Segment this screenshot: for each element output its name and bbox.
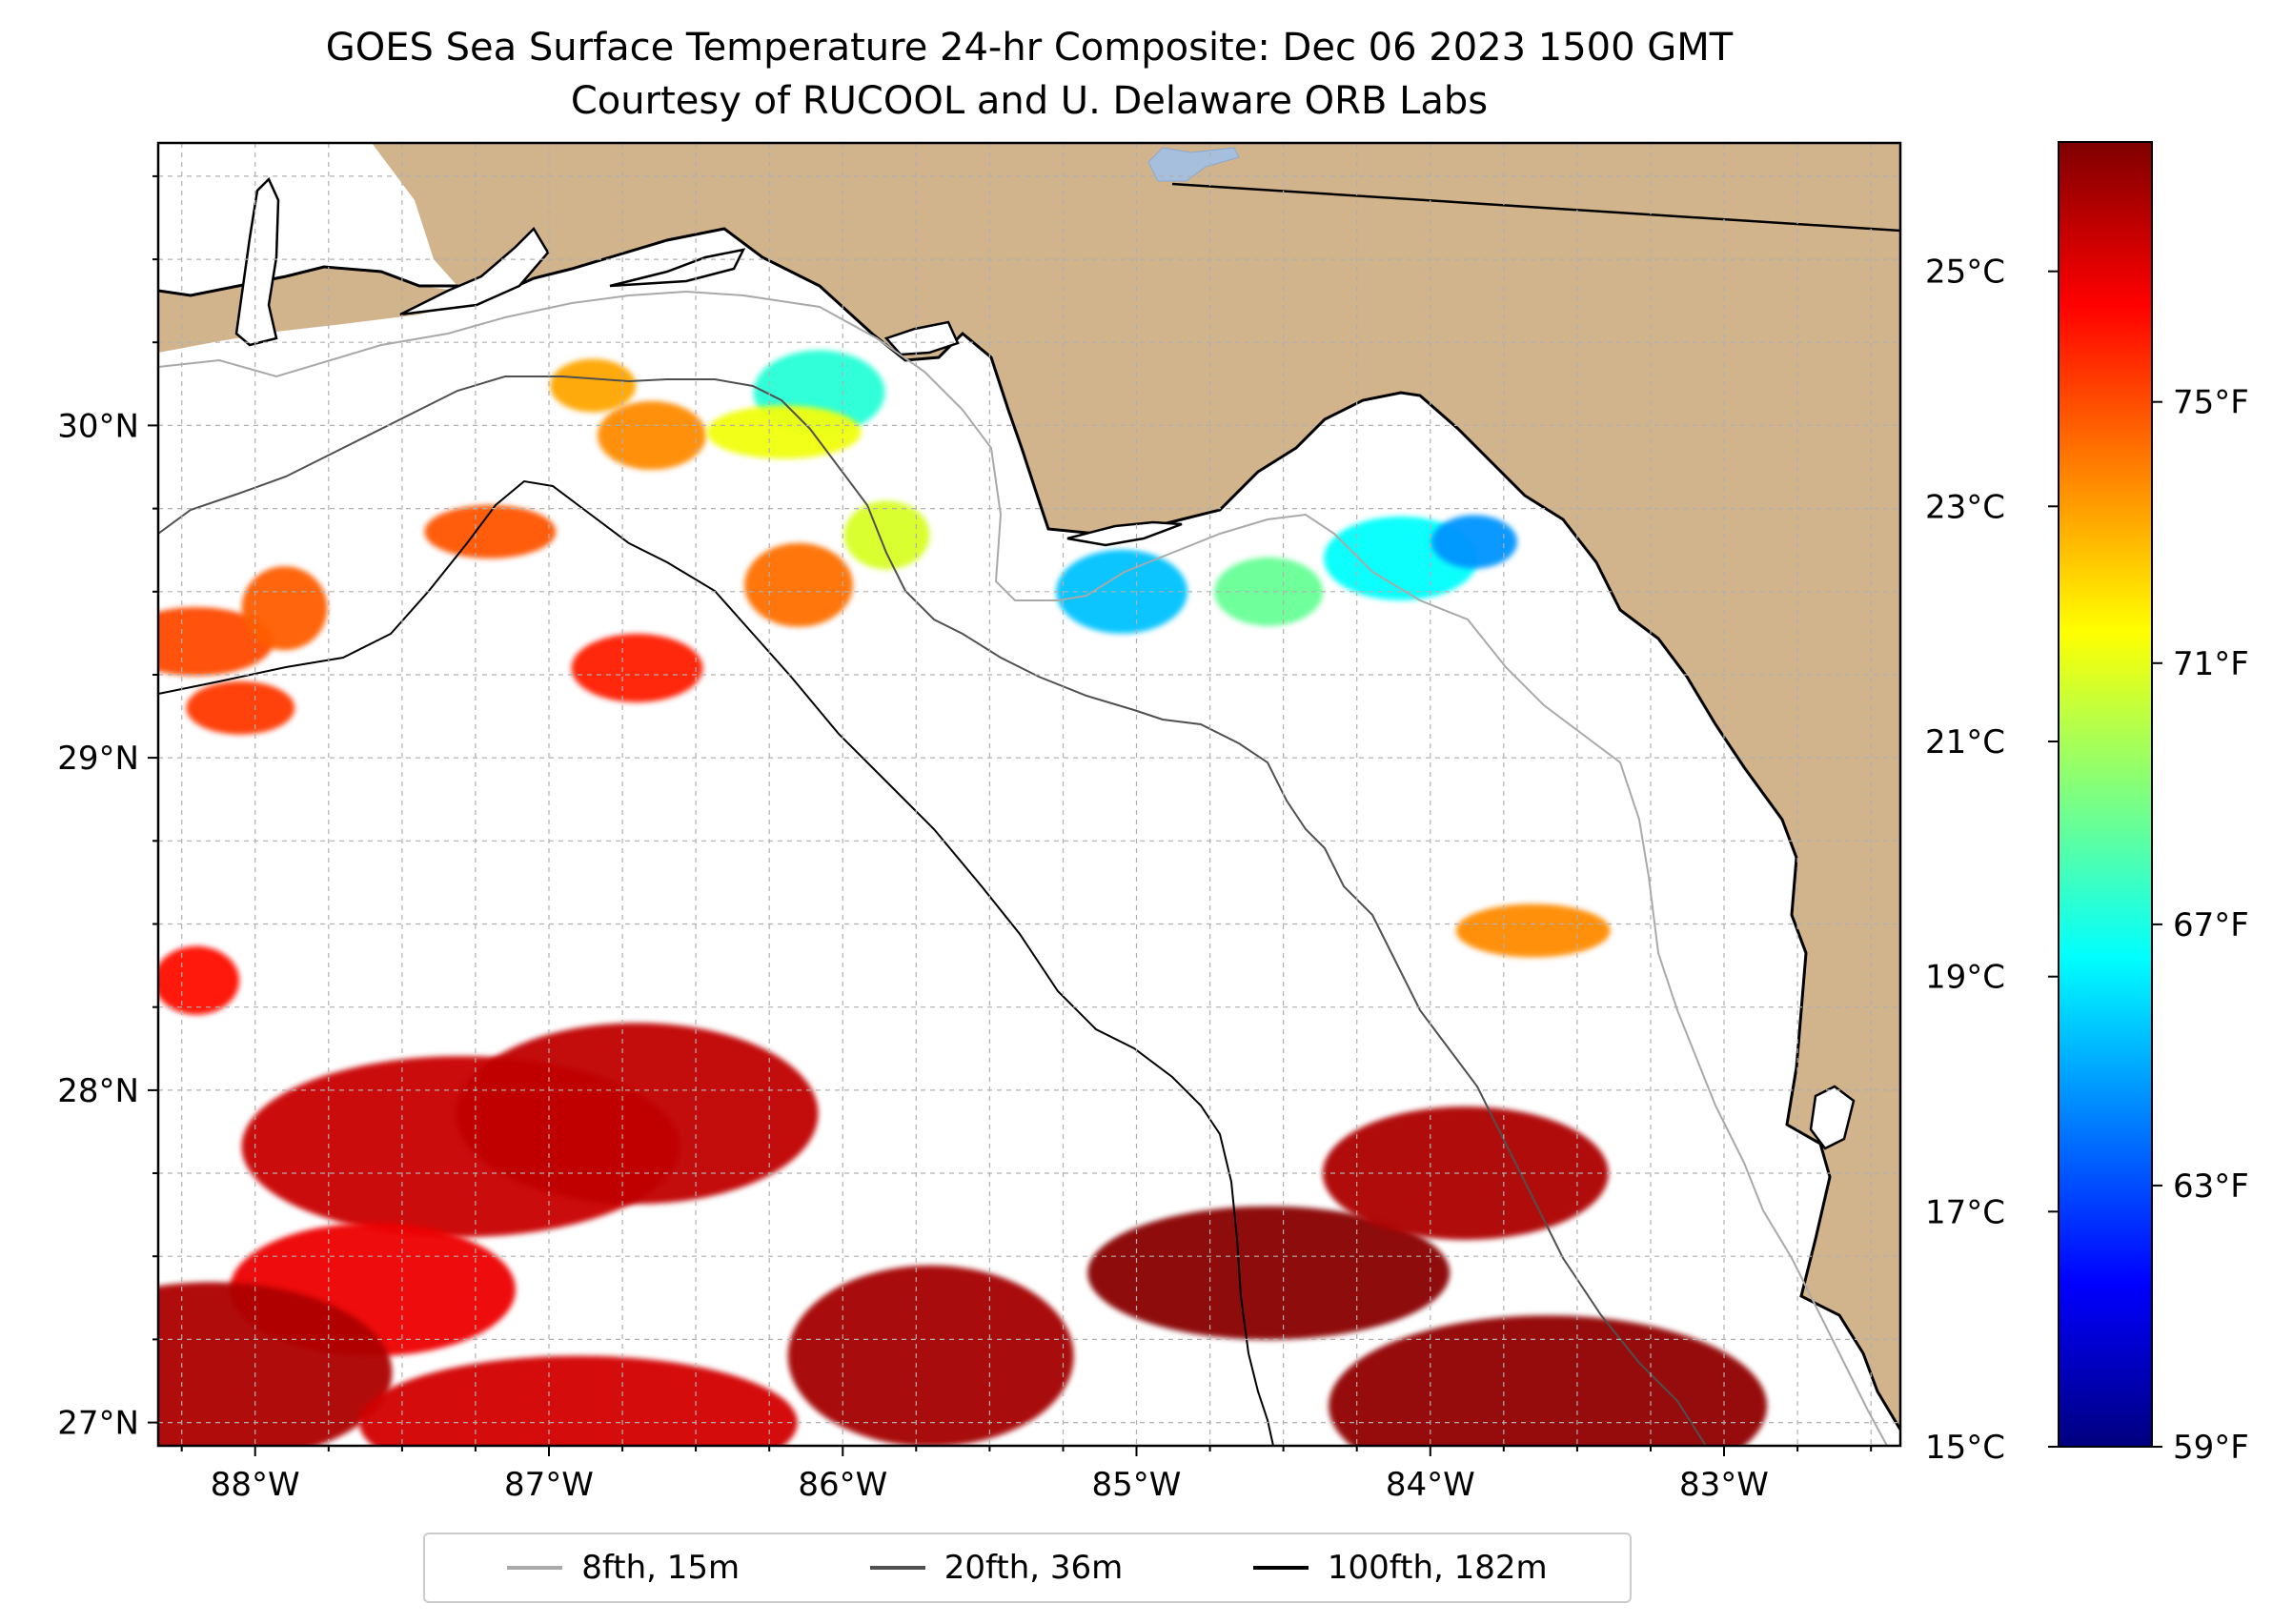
map-frame	[156, 141, 1902, 1448]
sst-patch	[597, 400, 706, 470]
legend-line-8fth	[507, 1566, 563, 1570]
sst-patch	[158, 1282, 393, 1446]
x-tick-label: 86°W	[798, 1466, 887, 1504]
colorbar-label-fahrenheit: 63°F	[2173, 1167, 2249, 1206]
colorbar-label-celsius: 21°C	[1925, 723, 2005, 761]
colorbar-label-celsius: 23°C	[1925, 488, 2005, 526]
state-boundary-line	[1171, 182, 1900, 233]
sst-patch	[186, 680, 295, 735]
y-tick-label: 28°N	[57, 1072, 139, 1110]
sst-patch	[241, 566, 328, 651]
sst-patch	[787, 1265, 1074, 1446]
x-tick-label: 88°W	[211, 1466, 300, 1504]
sst-patch	[1455, 903, 1611, 958]
sst-patch	[456, 1023, 819, 1205]
isobath-100fth-182m	[158, 479, 1274, 1446]
colorbar-label-fahrenheit: 71°F	[2173, 645, 2249, 683]
x-tick-label: 87°W	[504, 1466, 594, 1504]
sst-patch	[358, 1355, 798, 1446]
isobath-20fth-36m	[158, 376, 1707, 1446]
sst-patch	[158, 945, 240, 1015]
sst-patch	[550, 358, 637, 413]
x-tick-label: 85°W	[1092, 1466, 1182, 1504]
colorbar-label-celsius: 25°C	[1925, 254, 2005, 292]
sst-patch	[424, 505, 557, 558]
bay-mobile	[234, 176, 280, 347]
axis-ticks: 88°W 87°W 86°W 85°W 84°W 83°W 30°N 29°N 28°N 27°N	[57, 174, 1873, 1504]
colorbar-label-fahrenheit: 75°F	[2173, 384, 2249, 422]
map-content	[158, 143, 1900, 1446]
sst-patch	[1329, 1315, 1768, 1446]
legend-entry-8fth: 8fth, 15m	[507, 1549, 740, 1587]
chart-title: GOES Sea Surface Temperature 24-hr Compo…	[325, 26, 1734, 70]
colorbar-label-celsius: 17°C	[1925, 1193, 2005, 1231]
sst-patch	[571, 634, 703, 702]
sst-patch	[1431, 515, 1517, 569]
land-mass	[158, 143, 1900, 1430]
y-tick-label: 30°N	[57, 407, 139, 445]
legend-line-20fth	[869, 1566, 925, 1570]
x-tick-label: 83°W	[1679, 1466, 1769, 1504]
sst-patch	[843, 500, 930, 570]
y-tick-label: 27°N	[57, 1405, 139, 1443]
isobath-legend: 8fth, 15m 20fth, 36m 100fth, 182m	[423, 1533, 1632, 1603]
legend-label-100fth: 100fth, 182m	[1327, 1549, 1548, 1587]
legend-label-20fth: 20fth, 36m	[944, 1549, 1124, 1587]
isobath-8fth-15m	[158, 290, 1888, 1446]
colorbar-label-celsius: 15°C	[1925, 1429, 2005, 1467]
bay-pensacola	[399, 226, 550, 316]
legend-line-100fth	[1252, 1566, 1309, 1570]
inland-lake	[1147, 147, 1240, 182]
sst-patch	[1087, 1206, 1451, 1340]
legend-entry-20fth: 20fth, 36m	[869, 1549, 1124, 1587]
sst-patch	[744, 542, 853, 627]
y-tick-label: 29°N	[57, 740, 139, 778]
sst-patch	[158, 607, 274, 677]
sst-patch	[706, 405, 862, 459]
chart-subtitle: Courtesy of RUCOOL and U. Delaware ORB L…	[570, 79, 1489, 123]
legend-entry-100fth: 100fth, 182m	[1252, 1549, 1548, 1587]
legend-label-8fth: 8fth, 15m	[581, 1549, 741, 1587]
bay-choctawhatchee	[609, 248, 746, 288]
gridlines	[158, 143, 1900, 1446]
colorbar	[2058, 141, 2153, 1448]
bay-tampa	[1809, 1085, 1856, 1150]
colorbar-label-celsius: 19°C	[1925, 959, 2005, 997]
bay-apalachicola	[1066, 520, 1183, 547]
x-tick-label: 84°W	[1386, 1466, 1475, 1504]
coastline	[158, 227, 1900, 1431]
colorbar-ticks: 25°C 23°C 21°C 19°C 17°C 15°C 75°F 71°F 67°F 63°F…	[1925, 254, 2249, 1467]
colorbar-label-fahrenheit: 59°F	[2173, 1429, 2249, 1467]
sst-patch	[1214, 557, 1324, 626]
colorbar-label-fahrenheit: 67°F	[2173, 906, 2249, 944]
